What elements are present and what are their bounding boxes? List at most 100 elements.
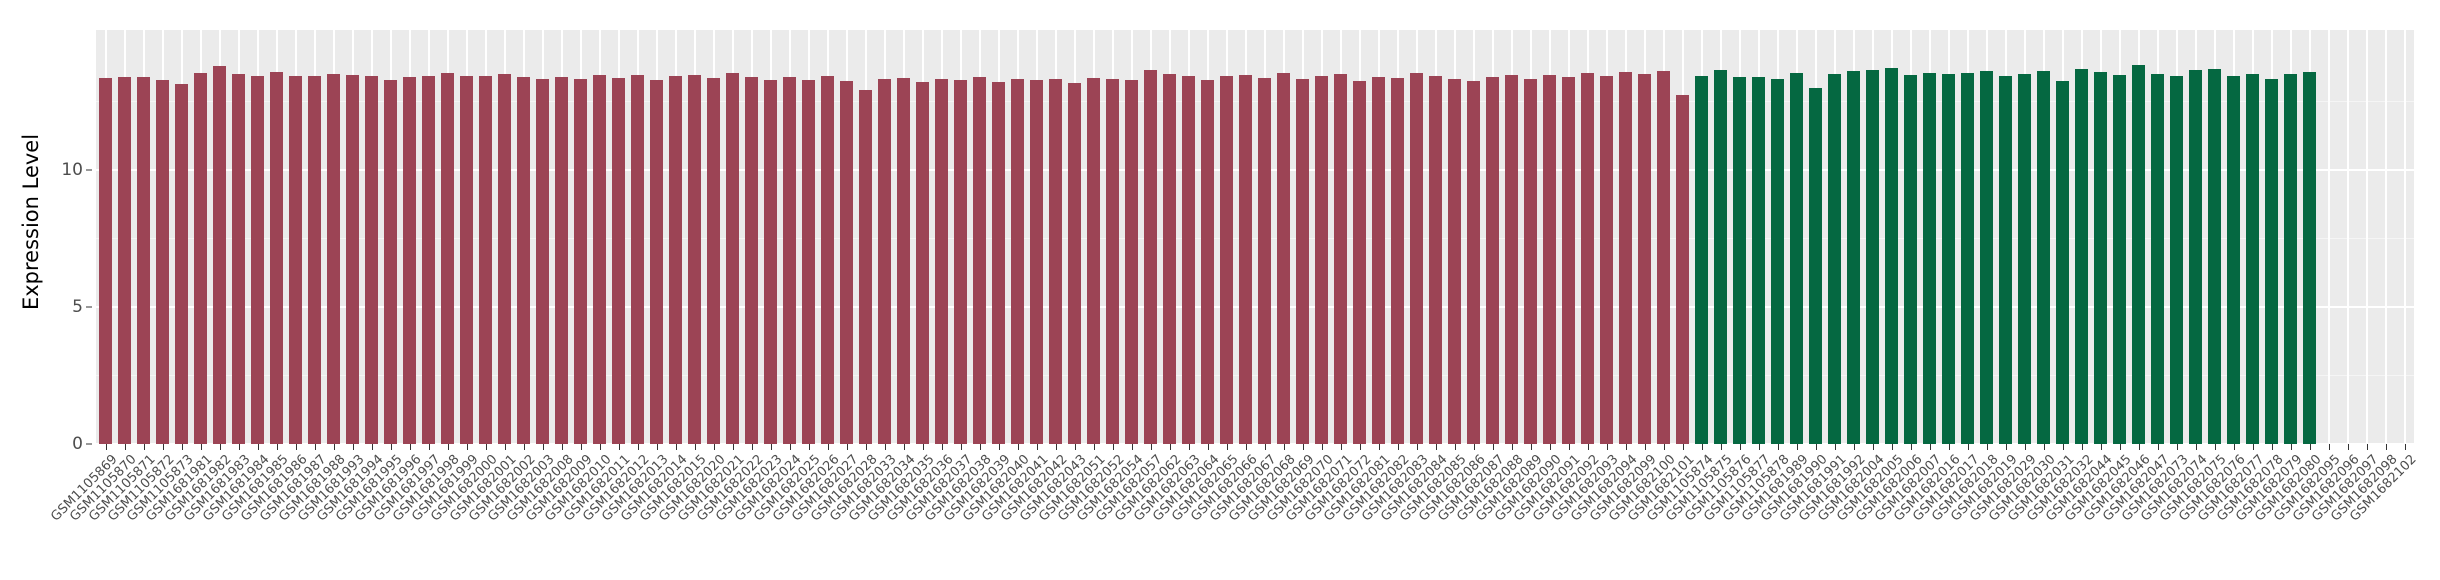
bar[interactable] (1790, 73, 1803, 444)
bar[interactable] (1562, 77, 1575, 444)
bar[interactable] (1581, 73, 1594, 444)
bar[interactable] (2075, 68, 2088, 444)
bar[interactable] (1239, 74, 1252, 444)
bar[interactable] (802, 80, 815, 444)
bar[interactable] (365, 76, 378, 444)
bar[interactable] (1714, 70, 1727, 444)
bar[interactable] (1201, 79, 1214, 444)
bar[interactable] (118, 77, 131, 444)
bar[interactable] (422, 76, 435, 444)
bar[interactable] (479, 76, 492, 444)
bar[interactable] (1885, 67, 1898, 444)
bar[interactable] (1524, 79, 1537, 444)
bar[interactable] (1334, 74, 1347, 444)
bar[interactable] (1619, 72, 1632, 444)
bar[interactable] (1315, 76, 1328, 444)
bar[interactable] (1030, 80, 1043, 444)
bar[interactable] (612, 77, 625, 444)
bar[interactable] (2113, 74, 2126, 444)
bar[interactable] (764, 79, 777, 444)
bar[interactable] (1923, 72, 1936, 444)
bar[interactable] (403, 76, 416, 444)
bar[interactable] (631, 74, 644, 444)
bar[interactable] (2189, 70, 2202, 444)
bar[interactable] (973, 77, 986, 444)
bar[interactable] (498, 73, 511, 444)
bar[interactable] (1980, 71, 1993, 444)
bar[interactable] (327, 74, 340, 444)
bar[interactable] (1220, 75, 1233, 444)
bar[interactable] (384, 79, 397, 444)
bar[interactable] (916, 82, 929, 444)
bar[interactable] (669, 75, 682, 444)
bar[interactable] (2056, 80, 2069, 444)
bar[interactable] (954, 80, 967, 444)
bar[interactable] (1752, 77, 1765, 444)
bar[interactable] (1657, 71, 1670, 444)
bar[interactable] (1600, 76, 1613, 444)
bar[interactable] (688, 75, 701, 444)
bar[interactable] (1999, 75, 2012, 444)
bar[interactable] (1391, 78, 1404, 444)
bar[interactable] (783, 77, 796, 444)
bar[interactable] (1011, 79, 1024, 444)
bar[interactable] (1695, 75, 1708, 444)
bar[interactable] (1771, 79, 1784, 444)
bar[interactable] (840, 80, 853, 444)
bar[interactable] (2208, 68, 2221, 444)
bar[interactable] (1429, 76, 1442, 444)
bar[interactable] (2227, 76, 2240, 444)
bar[interactable] (1182, 76, 1195, 444)
bar[interactable] (726, 73, 739, 444)
bar[interactable] (1144, 70, 1157, 444)
bar[interactable] (175, 84, 188, 444)
bar[interactable] (441, 73, 454, 444)
bar[interactable] (1353, 80, 1366, 444)
bar[interactable] (897, 77, 910, 444)
bar[interactable] (745, 77, 758, 444)
bar[interactable] (1961, 72, 1974, 444)
bar[interactable] (878, 79, 891, 444)
bar[interactable] (555, 76, 568, 444)
bar[interactable] (1828, 73, 1841, 444)
bar[interactable] (1866, 70, 1879, 444)
bar[interactable] (213, 66, 226, 444)
bar[interactable] (1049, 79, 1062, 444)
bar[interactable] (1847, 71, 1860, 444)
bar[interactable] (1638, 74, 1651, 444)
bar[interactable] (156, 80, 169, 444)
bar[interactable] (1486, 77, 1499, 444)
bar[interactable] (1106, 78, 1119, 444)
bar[interactable] (1068, 83, 1081, 444)
bar[interactable] (232, 73, 245, 444)
bar[interactable] (1733, 77, 1746, 444)
bar[interactable] (935, 78, 948, 444)
bar[interactable] (137, 77, 150, 444)
bar[interactable] (308, 76, 321, 444)
bar[interactable] (1125, 80, 1138, 444)
bar[interactable] (1410, 73, 1423, 444)
bar[interactable] (2018, 73, 2031, 444)
bar[interactable] (1277, 72, 1290, 444)
bar[interactable] (270, 72, 283, 444)
bar[interactable] (1543, 75, 1556, 444)
bar[interactable] (574, 78, 587, 444)
bar[interactable] (99, 77, 112, 444)
bar[interactable] (2094, 71, 2107, 444)
bar[interactable] (707, 78, 720, 444)
bar[interactable] (1448, 78, 1461, 444)
bar[interactable] (1809, 87, 1822, 444)
bar[interactable] (2246, 73, 2259, 444)
bar[interactable] (1467, 81, 1480, 444)
bar[interactable] (1904, 74, 1917, 444)
bar[interactable] (536, 79, 549, 444)
bar[interactable] (1163, 73, 1176, 444)
bar[interactable] (1087, 77, 1100, 444)
bar[interactable] (1505, 74, 1518, 444)
bar[interactable] (194, 72, 207, 444)
bar[interactable] (650, 79, 663, 444)
bar[interactable] (346, 75, 359, 444)
bar[interactable] (1942, 73, 1955, 444)
bar[interactable] (2170, 75, 2183, 444)
bar[interactable] (1372, 77, 1385, 444)
